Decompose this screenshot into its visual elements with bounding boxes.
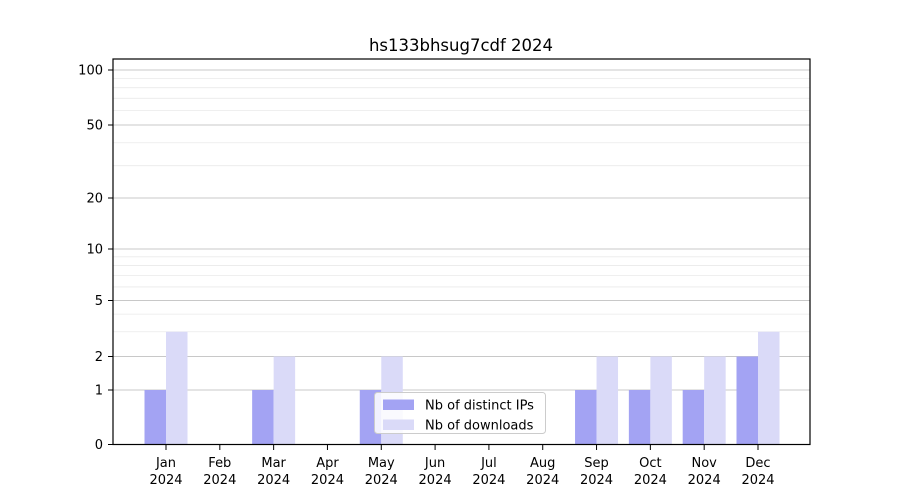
x-tick-label-year: 2024 bbox=[526, 473, 559, 488]
y-tick-label: 1 bbox=[95, 384, 103, 399]
x-tick-label-month: Apr bbox=[316, 456, 339, 471]
x-tick-label-year: 2024 bbox=[419, 473, 452, 488]
legend: Nb of distinct IPs Nb of downloads bbox=[374, 392, 546, 434]
axis-labels-layer: 0 1 2 5 10 20 50 100 Jan 2024 Feb 2024 Mar 2024 Apr 202… bbox=[78, 64, 774, 489]
y-gridlines-minor bbox=[113, 77, 810, 333]
x-tick-label-year: 2024 bbox=[580, 473, 613, 488]
x-tick-label-year: 2024 bbox=[203, 473, 236, 488]
bar-distinct-ips-jan bbox=[144, 390, 166, 445]
y-tick-label: 0 bbox=[95, 438, 103, 453]
x-tick-label-month: Feb bbox=[208, 456, 231, 471]
x-tick-label-year: 2024 bbox=[311, 473, 344, 488]
x-tick-label-month: Oct bbox=[639, 456, 661, 471]
x-tick-label-month: Aug bbox=[530, 456, 555, 471]
bar-distinct-ips-oct bbox=[628, 390, 651, 445]
bar-distinct-ips-sep bbox=[575, 390, 597, 445]
chart-title: hs133bhsug7cdf 2024 bbox=[369, 36, 553, 55]
x-tick-label-month: Jul bbox=[480, 456, 497, 471]
y-tick-label: 5 bbox=[95, 294, 103, 309]
x-tick-label-month: Dec bbox=[745, 456, 770, 471]
x-tick-label-month: Sep bbox=[584, 456, 609, 471]
x-tick-label-month: Mar bbox=[261, 456, 286, 471]
axis-ticks-layer bbox=[108, 69, 759, 450]
legend-label-distinct-ips: Nb of distinct IPs bbox=[425, 399, 534, 414]
bars-layer bbox=[144, 331, 780, 445]
y-tick-label: 20 bbox=[86, 192, 103, 207]
x-tick-label-year: 2024 bbox=[472, 473, 505, 488]
x-tick-label-year: 2024 bbox=[688, 473, 721, 488]
bar-distinct-ips-mar bbox=[252, 390, 274, 445]
legend-swatch-downloads bbox=[383, 419, 414, 430]
bar-downloads-sep bbox=[596, 356, 619, 445]
x-tick-label-month: Jun bbox=[424, 456, 445, 471]
y-tick-label: 2 bbox=[95, 350, 103, 365]
y-tick-label: 50 bbox=[86, 119, 103, 134]
x-tick-label-year: 2024 bbox=[365, 473, 398, 488]
bar-downloads-mar bbox=[273, 356, 296, 445]
bar-downloads-jan bbox=[166, 331, 188, 445]
x-tick-label-year: 2024 bbox=[149, 473, 182, 488]
bar-distinct-ips-dec bbox=[736, 356, 758, 445]
y-gridlines-major bbox=[113, 69, 810, 391]
legend-swatch-distinct-ips bbox=[383, 399, 414, 410]
legend-label-downloads: Nb of downloads bbox=[425, 419, 534, 434]
x-tick-label-year: 2024 bbox=[257, 473, 290, 488]
bar-distinct-ips-nov bbox=[682, 390, 705, 445]
x-tick-label-month: Nov bbox=[691, 456, 717, 471]
x-tick-label-year: 2024 bbox=[634, 473, 667, 488]
bar-downloads-nov bbox=[704, 356, 726, 445]
legend-box bbox=[374, 392, 546, 434]
y-tick-label: 10 bbox=[86, 243, 103, 258]
plot-border bbox=[112, 58, 811, 446]
x-tick-label-month: May bbox=[368, 456, 395, 471]
x-tick-label-month: Jan bbox=[155, 456, 176, 471]
bar-downloads-dec bbox=[758, 331, 780, 445]
bar-downloads-oct bbox=[650, 356, 672, 445]
x-tick-label-year: 2024 bbox=[741, 473, 774, 488]
y-tick-label: 100 bbox=[78, 64, 103, 79]
